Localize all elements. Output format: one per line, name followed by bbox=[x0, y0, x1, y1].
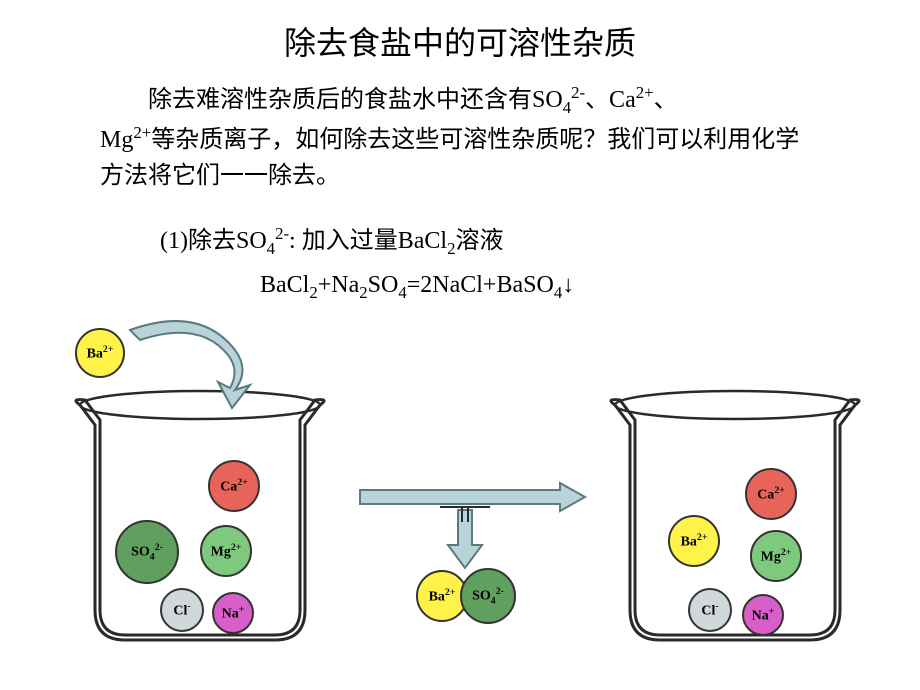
mg-sup-r: 2+ bbox=[781, 547, 791, 558]
so4-sub: 4 bbox=[150, 551, 155, 562]
page-title: 除去食盐中的可溶性杂质 bbox=[0, 18, 920, 64]
eq-p1: BaCl bbox=[260, 272, 309, 298]
ba-sup-r: 2+ bbox=[697, 532, 707, 543]
step-prefix: (1)除去SO bbox=[160, 228, 267, 254]
ion-so4-left: SO42- bbox=[115, 520, 179, 584]
ca-sup: 2+ bbox=[237, 477, 247, 488]
ba-lbl2: Ba bbox=[429, 589, 445, 604]
mg-sup: 2+ bbox=[231, 542, 241, 553]
ion-mg-left: Mg2+ bbox=[200, 525, 252, 577]
ion-cl-left: Cl- bbox=[160, 588, 204, 632]
ion-ca-right: Ca2+ bbox=[745, 468, 797, 520]
sup-2p-b: 2+ bbox=[133, 123, 151, 142]
cl-sup: - bbox=[187, 601, 190, 612]
so4-sub2: 4 bbox=[491, 595, 496, 606]
step-1: (1)除去SO42-: 加入过量BaCl2溶液 bbox=[160, 220, 503, 259]
eq-s4b: 4 bbox=[554, 283, 562, 302]
step-suffix: : 加入过量BaCl bbox=[289, 228, 447, 254]
intro-paragraph: 除去难溶性杂质后的食盐水中还含有SO42-、Ca2+、 Mg2+等杂质离子，如何… bbox=[100, 80, 820, 194]
equation: BaCl2+Na2SO4=2NaCl+BaSO4↓ bbox=[260, 272, 574, 303]
ion-na-left: Na+ bbox=[212, 592, 254, 634]
so4-sup2: 2- bbox=[496, 586, 504, 597]
p-l2b: 等杂质离子，如何除去这些可溶性杂质呢？我们可以利用化学方法将它们一一除去。 bbox=[100, 127, 799, 189]
sup-2m: 2- bbox=[571, 83, 585, 102]
cl-lbl-r: Cl bbox=[701, 603, 715, 618]
eq-p2: +Na bbox=[318, 272, 360, 298]
mg-lbl: Mg bbox=[211, 544, 231, 559]
eq-p3: SO bbox=[368, 272, 399, 298]
p-l1b: 、Ca bbox=[585, 87, 636, 113]
indent bbox=[100, 87, 148, 113]
ion-so4-precip: SO42- bbox=[460, 568, 516, 624]
na-sup: + bbox=[239, 604, 245, 615]
down-arrow bbox=[448, 510, 482, 568]
ca-lbl: Ca bbox=[220, 479, 237, 494]
pour-arrow bbox=[130, 321, 250, 408]
ca-sup-r: 2+ bbox=[774, 485, 784, 496]
eq-p4: =2NaCl+BaSO bbox=[407, 272, 554, 298]
na-sup-r: + bbox=[769, 606, 775, 617]
sup-2p: 2+ bbox=[636, 83, 654, 102]
ion-na-right: Na+ bbox=[742, 594, 784, 636]
p-l1a: 除去难溶性杂质后的食盐水中还含有SO bbox=[148, 87, 563, 113]
na-lbl: Na bbox=[222, 606, 239, 621]
ba-sup: 2+ bbox=[103, 344, 113, 355]
p-l1c: 、 bbox=[654, 87, 678, 113]
eq-p5: ↓ bbox=[562, 272, 574, 298]
cl-lbl: Cl bbox=[173, 603, 187, 618]
ba-sup2: 2+ bbox=[445, 587, 455, 598]
eq-s2a: 2 bbox=[309, 283, 317, 302]
step-tail: 溶液 bbox=[455, 228, 503, 254]
ba-lbl: Ba bbox=[87, 346, 103, 361]
ion-cl-right: Cl- bbox=[688, 588, 732, 632]
mg-lbl-r: Mg bbox=[761, 549, 781, 564]
diagram: Ba2+ Ca2+ SO42- Mg2+ Cl- Na+ Ba2+ SO42- … bbox=[60, 310, 880, 670]
p-l2a: Mg bbox=[100, 127, 133, 153]
right-beaker bbox=[611, 391, 859, 640]
sub-4b: 4 bbox=[267, 239, 275, 258]
ca-lbl-r: Ca bbox=[757, 487, 774, 502]
ion-ba-pour: Ba2+ bbox=[75, 328, 125, 378]
ion-ba-right: Ba2+ bbox=[668, 515, 720, 567]
eq-s4: 4 bbox=[398, 283, 406, 302]
ba-lbl-r: Ba bbox=[681, 534, 697, 549]
ion-mg-right: Mg2+ bbox=[750, 530, 802, 582]
so4-lbl2: SO bbox=[472, 588, 491, 603]
so4-sup: 2- bbox=[155, 542, 163, 553]
sub-4: 4 bbox=[563, 98, 571, 117]
sup-2m-b: 2- bbox=[275, 224, 289, 243]
na-lbl-r: Na bbox=[752, 608, 769, 623]
so4-lbl: SO bbox=[131, 544, 150, 559]
ion-ca-left: Ca2+ bbox=[208, 460, 260, 512]
cl-sup-r: - bbox=[715, 601, 718, 612]
eq-s2b: 2 bbox=[359, 283, 367, 302]
